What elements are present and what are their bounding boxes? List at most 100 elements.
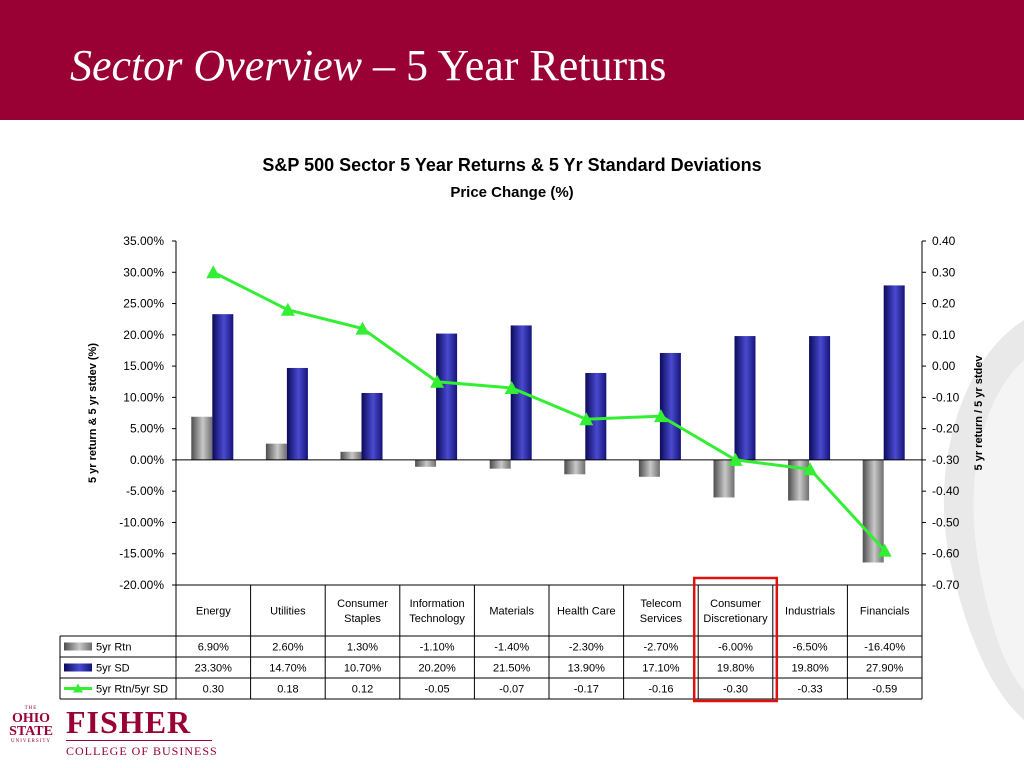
table-value: 1.30% (347, 642, 378, 654)
bar-stdev (883, 285, 905, 460)
category-label: Information (410, 598, 465, 610)
table-value: 6.90% (198, 642, 229, 654)
bar-stdev (734, 336, 756, 460)
y-tick-label: 20.00% (123, 328, 164, 342)
legend-label: 5yr Rtn/5yr SD (96, 684, 168, 696)
highlight-box (692, 576, 779, 703)
seal-top: THE (24, 706, 38, 711)
table-value: 19.80% (717, 663, 755, 675)
category-label: Energy (196, 606, 231, 618)
category-label: Services (640, 613, 683, 625)
bar-stdev (286, 367, 308, 460)
bar-return (489, 459, 511, 469)
table-value: -2.30% (569, 642, 604, 654)
category-label: Health Care (557, 606, 616, 618)
table-value: 27.90% (866, 663, 904, 675)
bar-return (340, 451, 362, 460)
table-value: 17.10% (642, 663, 680, 675)
table-value: -0.59 (872, 684, 897, 696)
ratio-marker (579, 412, 594, 426)
y2-tick-label: 0.20 (932, 297, 956, 311)
ratio-line (212, 270, 886, 552)
y-tick-label: -15.00% (119, 547, 164, 561)
slide-title: Sector Overview – 5 Year Returns (70, 40, 666, 92)
table-value: 21.50% (493, 663, 531, 675)
ratio-marker (728, 452, 743, 466)
table-value: -0.16 (648, 684, 673, 696)
slide-title-rest: – 5 Year Returns (362, 41, 667, 90)
y2-tick-label: -0.10 (932, 390, 960, 404)
table-value: 19.80% (791, 663, 829, 675)
seal-bottom: UNIVERSITY (11, 739, 51, 744)
bar-return (564, 459, 586, 475)
table-value: 20.20% (418, 663, 456, 675)
legend-swatch-marker (73, 683, 83, 693)
slide-title-italic: Sector Overview (70, 41, 362, 90)
table-value: -2.70% (643, 642, 678, 654)
table-value: 0.30 (203, 684, 224, 696)
ratio-marker (206, 265, 221, 279)
bar-stdev (659, 352, 681, 460)
osu-seal: THE OHIO STATE UNIVERSITY (8, 706, 54, 756)
wordmark-rule (66, 740, 212, 741)
college-name: COLLEGE OF BUSINESS (66, 744, 218, 758)
category-label: Consumer (337, 598, 388, 610)
category-label: Technology (409, 613, 465, 625)
bar-return (191, 416, 213, 460)
y2-tick-label: -0.50 (932, 515, 960, 529)
y-tick-label: -5.00% (126, 484, 164, 498)
seal-line2: STATE (9, 724, 53, 739)
category-label: Financials (860, 606, 910, 618)
ratio-marker (877, 543, 892, 557)
table-value: -0.07 (499, 684, 524, 696)
category-label: Discretionary (703, 613, 768, 625)
y-tick-label: -10.00% (119, 515, 164, 529)
ratio-marker (430, 374, 445, 388)
table-value: 10.70% (344, 663, 382, 675)
table-value: -6.50% (793, 642, 828, 654)
fisher-wordmark: FISHER (66, 704, 192, 740)
y2-tick-label: -0.70 (932, 578, 960, 592)
bar-return (788, 459, 810, 501)
category-label: Utilities (270, 606, 306, 618)
ratio-marker (504, 380, 519, 394)
bar-stdev (361, 392, 383, 460)
y-axis-title: 5 yr return & 5 yr stdev (%) (87, 343, 99, 483)
y2-tick-label: 0.00 (932, 359, 956, 373)
y2-axis-title: 5 yr return / 5 yr stdev (973, 355, 985, 471)
y2-tick-label: -0.20 (932, 422, 960, 436)
category-label: Staples (344, 613, 381, 625)
title-bar: Sector Overview – 5 Year Returns (0, 0, 1024, 120)
y-tick-label: 10.00% (123, 390, 164, 404)
bar-return (713, 459, 735, 498)
table-value: -1.10% (420, 642, 455, 654)
table-value: -0.33 (798, 684, 823, 696)
bar-stdev (436, 333, 458, 460)
y2-tick-label: 0.10 (932, 328, 956, 342)
ratio-marker (355, 321, 370, 335)
bar-stdev (212, 314, 234, 460)
category-label: Consumer (710, 598, 761, 610)
bar-return (265, 443, 287, 460)
table-value: -1.40% (494, 642, 529, 654)
table-value: 0.12 (352, 684, 373, 696)
table-value: 23.30% (195, 663, 233, 675)
table-value: -0.17 (574, 684, 599, 696)
ratio-marker (280, 302, 295, 316)
bar-return (862, 459, 884, 563)
table-value: -0.05 (425, 684, 450, 696)
bar-stdev (585, 372, 607, 460)
bar-return (415, 459, 437, 467)
y-tick-label: 30.00% (123, 265, 164, 279)
table-value: 2.60% (272, 642, 303, 654)
table-value: -0.30 (723, 684, 748, 696)
category-label: Materials (489, 606, 534, 618)
ratio-marker (803, 462, 818, 476)
table-value: -6.00% (718, 642, 753, 654)
category-label: Industrials (785, 606, 836, 618)
ratio-marker (653, 409, 668, 423)
y2-tick-label: -0.30 (932, 453, 960, 467)
y2-tick-label: 0.40 (932, 234, 956, 248)
y-tick-label: 0.00% (130, 453, 164, 467)
table-value: -16.40% (864, 642, 905, 654)
